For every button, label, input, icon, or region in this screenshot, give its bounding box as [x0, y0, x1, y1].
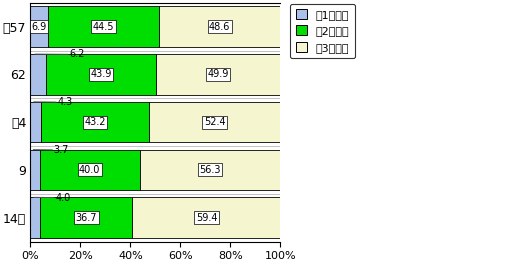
Bar: [40, 197, 132, 238]
Text: 40.0: 40.0: [79, 165, 100, 175]
Bar: [30, 102, 41, 143]
Bar: [149, 102, 280, 143]
Bar: [30, 150, 40, 190]
Text: 56.3: 56.3: [199, 165, 221, 175]
Text: 4.0: 4.0: [55, 192, 70, 202]
Bar: [41, 102, 149, 143]
Text: 59.4: 59.4: [196, 213, 217, 223]
Bar: [48, 6, 159, 47]
Legend: 第1次産業, 第2次産業, 第3次産業: 第1次産業, 第2次産業, 第3次産業: [290, 3, 355, 58]
Text: 43.2: 43.2: [85, 117, 106, 127]
Text: 3.7: 3.7: [54, 145, 69, 155]
Bar: [30, 197, 40, 238]
Bar: [132, 197, 281, 238]
Bar: [30, 54, 46, 95]
Bar: [40, 150, 140, 190]
Bar: [46, 54, 156, 95]
Text: 48.6: 48.6: [209, 22, 230, 32]
Text: 4.3: 4.3: [57, 97, 73, 107]
Bar: [140, 150, 280, 190]
Text: 49.9: 49.9: [207, 69, 229, 79]
Text: 43.9: 43.9: [90, 69, 112, 79]
Text: 6.2: 6.2: [69, 49, 85, 59]
Text: 36.7: 36.7: [76, 213, 97, 223]
Bar: [159, 6, 280, 47]
Text: 52.4: 52.4: [204, 117, 226, 127]
Bar: [30, 6, 48, 47]
Bar: [156, 54, 280, 95]
Text: 6.9: 6.9: [31, 22, 46, 32]
Text: 44.5: 44.5: [92, 22, 114, 32]
